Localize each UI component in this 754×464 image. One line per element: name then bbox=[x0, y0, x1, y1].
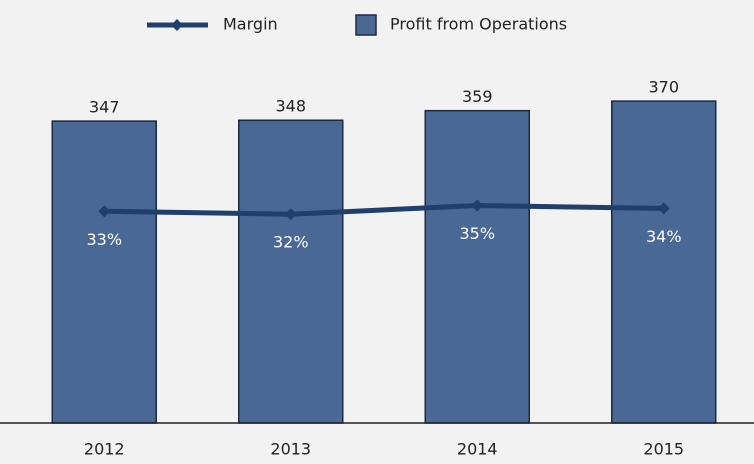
x-tick-label: 2014 bbox=[457, 440, 498, 459]
line bbox=[104, 202, 664, 217]
legend-label: Profit from Operations bbox=[390, 15, 567, 34]
x-tick-label: 2015 bbox=[643, 440, 684, 459]
bar-value-label: 359 bbox=[462, 87, 493, 106]
legend-marker bbox=[171, 19, 183, 31]
line-marker bbox=[284, 208, 297, 221]
line-value-label: 34% bbox=[646, 227, 682, 246]
line-marker bbox=[471, 199, 484, 212]
bar-value-label: 347 bbox=[89, 98, 120, 117]
x-tick-label: 2013 bbox=[270, 440, 311, 459]
bar-value-label: 370 bbox=[648, 78, 679, 97]
bar bbox=[611, 100, 717, 424]
x-tick-label: 2012 bbox=[84, 440, 125, 459]
line-value-label: 32% bbox=[273, 233, 309, 252]
line-marker bbox=[657, 202, 670, 215]
line-value-label: 35% bbox=[459, 224, 495, 243]
bar-value-label: 348 bbox=[275, 97, 306, 116]
legend-label: Margin bbox=[223, 15, 278, 34]
legend-swatch bbox=[355, 14, 377, 36]
line-value-label: 33% bbox=[86, 230, 122, 249]
line-marker bbox=[98, 205, 111, 218]
bar bbox=[238, 119, 344, 424]
bar bbox=[51, 120, 157, 424]
bar bbox=[424, 109, 530, 424]
